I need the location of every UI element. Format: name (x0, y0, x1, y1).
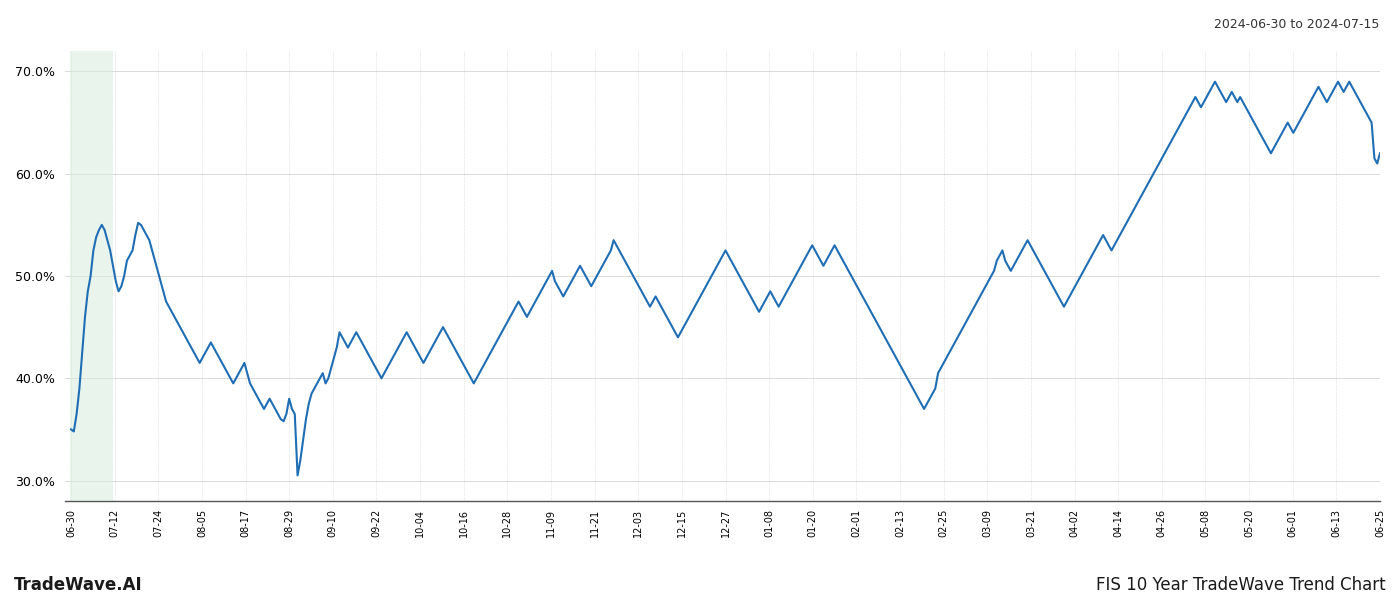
Text: FIS 10 Year TradeWave Trend Chart: FIS 10 Year TradeWave Trend Chart (1096, 576, 1386, 594)
Text: 2024-06-30 to 2024-07-15: 2024-06-30 to 2024-07-15 (1214, 18, 1379, 31)
Bar (70, 51, 113, 501)
Text: TradeWave.AI: TradeWave.AI (14, 576, 143, 594)
